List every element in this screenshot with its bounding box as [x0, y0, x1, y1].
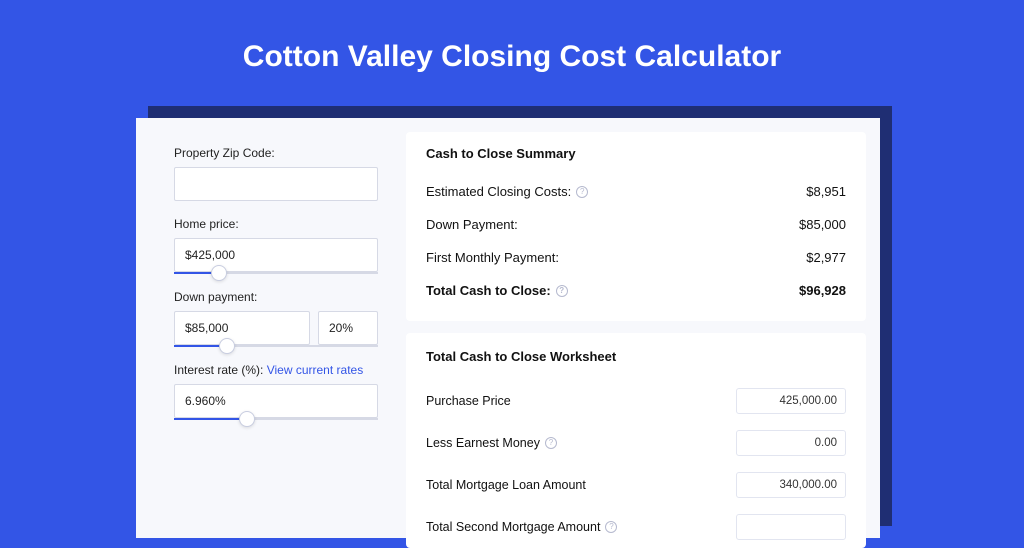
worksheet-row-input[interactable]	[736, 472, 846, 498]
summary-row: Down Payment: $85,000	[426, 208, 846, 241]
interest-rate-label-text: Interest rate (%):	[174, 363, 263, 377]
down-payment-label: Down payment:	[174, 290, 378, 304]
down-payment-pct-input[interactable]	[318, 311, 378, 345]
down-payment-slider-thumb[interactable]	[219, 338, 235, 354]
worksheet-row-input[interactable]	[736, 514, 846, 540]
summary-row-label-text: Down Payment:	[426, 217, 518, 232]
home-price-slider-wrap	[174, 238, 378, 274]
calculator-card: Property Zip Code: Home price: Down paym…	[136, 118, 880, 538]
summary-row-value: $8,951	[806, 184, 846, 199]
worksheet-row: Purchase Price	[426, 380, 846, 422]
worksheet-row-label-text: Less Earnest Money	[426, 436, 540, 450]
field-zip: Property Zip Code:	[174, 146, 378, 201]
worksheet-row-label-text: Total Mortgage Loan Amount	[426, 478, 586, 492]
info-icon[interactable]: ?	[545, 437, 557, 449]
summary-row-label: Down Payment:	[426, 217, 518, 232]
info-icon[interactable]: ?	[605, 521, 617, 533]
worksheet-card: Total Cash to Close Worksheet Purchase P…	[406, 333, 866, 548]
inputs-column: Property Zip Code: Home price: Down paym…	[136, 118, 396, 538]
summary-row-label: Estimated Closing Costs:?	[426, 184, 588, 199]
worksheet-title: Total Cash to Close Worksheet	[426, 349, 846, 364]
summary-row-label-text: Total Cash to Close:	[426, 283, 551, 298]
interest-rate-slider-fill	[174, 418, 247, 420]
worksheet-row: Total Mortgage Loan Amount	[426, 464, 846, 506]
home-price-label: Home price:	[174, 217, 378, 231]
worksheet-row: Less Earnest Money?	[426, 422, 846, 464]
down-payment-slider-wrap	[174, 311, 378, 347]
summary-row-label: Total Cash to Close:?	[426, 283, 568, 298]
info-icon[interactable]: ?	[556, 285, 568, 297]
worksheet-row-label-text: Total Second Mortgage Amount	[426, 520, 600, 534]
summary-row-value: $96,928	[799, 283, 846, 298]
worksheet-row-label: Total Second Mortgage Amount?	[426, 520, 617, 534]
results-column: Cash to Close Summary Estimated Closing …	[396, 118, 880, 538]
worksheet-row-label: Total Mortgage Loan Amount	[426, 478, 586, 492]
zip-label: Property Zip Code:	[174, 146, 378, 160]
worksheet-row-input[interactable]	[736, 388, 846, 414]
interest-rate-slider-wrap	[174, 384, 378, 420]
summary-title: Cash to Close Summary	[426, 146, 846, 161]
field-interest-rate: Interest rate (%): View current rates	[174, 363, 378, 420]
interest-rate-slider[interactable]	[174, 418, 378, 420]
summary-row-value: $2,977	[806, 250, 846, 265]
field-home-price: Home price:	[174, 217, 378, 274]
summary-row: First Monthly Payment: $2,977	[426, 241, 846, 274]
summary-row: Estimated Closing Costs:? $8,951	[426, 175, 846, 208]
worksheet-row-label-text: Purchase Price	[426, 394, 511, 408]
down-payment-slider[interactable]	[174, 345, 378, 347]
worksheet-row-input[interactable]	[736, 430, 846, 456]
home-price-slider-thumb[interactable]	[211, 265, 227, 281]
page-title: Cotton Valley Closing Cost Calculator	[0, 0, 1024, 102]
home-price-slider[interactable]	[174, 272, 378, 274]
interest-rate-slider-thumb[interactable]	[239, 411, 255, 427]
home-price-input[interactable]	[174, 238, 378, 272]
worksheet-row-label: Purchase Price	[426, 394, 511, 408]
interest-rate-label: Interest rate (%): View current rates	[174, 363, 378, 377]
summary-row-value: $85,000	[799, 217, 846, 232]
interest-rate-input[interactable]	[174, 384, 378, 418]
view-current-rates-link[interactable]: View current rates	[267, 363, 364, 377]
summary-card: Cash to Close Summary Estimated Closing …	[406, 132, 866, 321]
summary-row: Total Cash to Close:? $96,928	[426, 274, 846, 307]
field-down-payment: Down payment:	[174, 290, 378, 347]
summary-row-label-text: Estimated Closing Costs:	[426, 184, 571, 199]
down-payment-input[interactable]	[174, 311, 310, 345]
summary-row-label-text: First Monthly Payment:	[426, 250, 559, 265]
worksheet-row-label: Less Earnest Money?	[426, 436, 557, 450]
zip-input[interactable]	[174, 167, 378, 201]
info-icon[interactable]: ?	[576, 186, 588, 198]
worksheet-row: Total Second Mortgage Amount?	[426, 506, 846, 548]
summary-row-label: First Monthly Payment:	[426, 250, 559, 265]
